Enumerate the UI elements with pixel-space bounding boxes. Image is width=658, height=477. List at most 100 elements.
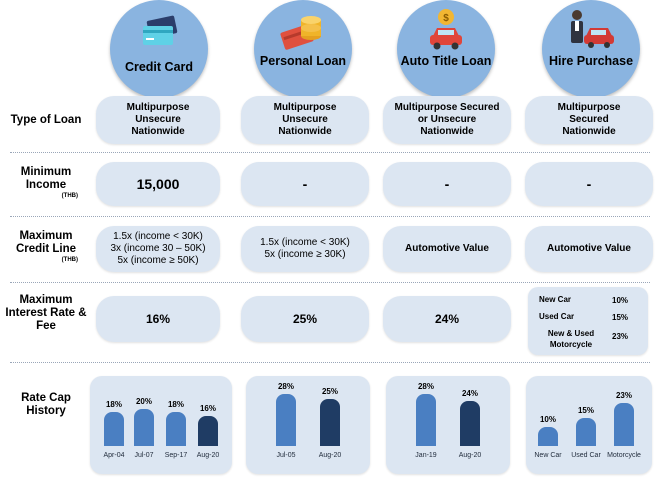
bar: [538, 427, 558, 446]
car-coin-icon: $: [430, 9, 462, 50]
row-label-minimum-income: Minimum Income (THB): [0, 166, 92, 200]
type-cell-auto-title: Multipurpose Secured or Unsecure Nationw…: [383, 96, 511, 144]
cell-text: 24%: [434, 312, 460, 326]
interest-cell-credit-card: 16%: [96, 296, 220, 342]
bar-category-label: Aug-20: [196, 452, 220, 459]
cell-text: 1.5x (income < 30K) 5x (income ≥ 30K): [260, 237, 350, 260]
bar-category-label: Aug-20: [318, 452, 342, 459]
interest-cell-hire-purchase: New Car 10% Used Car 15% New & Used Moto…: [528, 287, 648, 355]
row-label-max-interest: Maximum Interest Rate & Fee: [0, 294, 92, 333]
cell-text: -: [586, 176, 592, 192]
row-divider: [10, 282, 650, 283]
bar-category-label: Jul-05: [276, 452, 296, 459]
row-unit: (THB): [61, 257, 78, 263]
row-label-type-of-loan: Type of Loan: [0, 114, 92, 127]
cell-text: 15,000: [136, 176, 180, 192]
bar: [198, 416, 218, 446]
row-unit: (THB): [61, 193, 78, 199]
bar-category-label: Jan-19: [415, 452, 437, 459]
income-cell-credit-card: 15,000: [96, 162, 220, 206]
credit-card-icon: [143, 15, 178, 45]
cell-text: Automotive Value: [405, 243, 489, 254]
row-label-text: Rate Cap History: [21, 392, 71, 417]
bar-category-label: Used Car: [571, 452, 601, 459]
header-label: Auto Title Loan: [400, 54, 492, 68]
bar-value-label: 10%: [539, 415, 556, 424]
bar-category-label: Apr-04: [103, 452, 125, 459]
bar: [134, 409, 154, 446]
cell-text: Automotive Value: [547, 243, 631, 254]
type-cell-personal-loan: Multipurpose Unsecure Nationwide: [241, 96, 369, 144]
rate-name: Used Car: [539, 312, 575, 321]
credit-line-cell-auto-title: Automotive Value: [383, 226, 511, 272]
rate-value: 23%: [612, 332, 629, 341]
row-label-rate-cap-history: Rate Cap History: [0, 392, 92, 418]
coins-card-icon: [280, 16, 321, 50]
bar-category-label: New Car: [534, 452, 562, 459]
cell-text: Multipurpose Unsecure Nationwide: [273, 102, 337, 137]
cell-text: 25%: [292, 312, 318, 326]
row-label-text: Maximum Credit Line: [15, 230, 77, 255]
bar-value-label: 18%: [167, 400, 184, 409]
bar-value-label: 24%: [461, 389, 478, 398]
bar-value-label: 20%: [135, 397, 152, 406]
bar: [576, 418, 596, 446]
bar-value-label: 15%: [577, 406, 594, 415]
car-person-icon: [571, 10, 614, 48]
row-label-text: Maximum Interest Rate & Fee: [5, 294, 87, 332]
cell-text: -: [302, 176, 308, 192]
row-label-max-credit-line: Maximum Credit Line (THB): [0, 230, 92, 264]
bar-value-label: 28%: [277, 382, 294, 391]
rate-value: 10%: [612, 296, 629, 305]
svg-text:$: $: [443, 13, 449, 24]
bar-value-label: 28%: [417, 382, 434, 391]
rate-name: New Car: [539, 295, 572, 304]
bar-value-label: 18%: [105, 400, 122, 409]
row-label-text: Minimum Income: [20, 166, 72, 191]
bar-category-label: Sep-17: [164, 452, 188, 459]
rate-cap-chart-personal-loan: 28% Jul-05 25% Aug-20: [246, 376, 370, 474]
rate-cap-chart-credit-card: 18% Apr-04 20% Jul-07 18% Sep-17 16% Aug-20: [90, 376, 232, 474]
rate-cap-chart-auto-title: 28% Jan-19 24% Aug-20: [386, 376, 510, 474]
income-cell-personal-loan: -: [241, 162, 369, 206]
bar: [460, 401, 480, 446]
cell-text: Multipurpose Unsecure Nationwide: [126, 102, 190, 137]
header-label: Personal Loan: [259, 54, 347, 68]
cell-text: Multipurpose Secured Nationwide: [557, 102, 621, 137]
cell-text: 16%: [145, 312, 171, 326]
credit-card-header: Credit Card: [110, 0, 208, 98]
row-divider: [10, 362, 650, 363]
rate-name: New & Used Motorcycle: [547, 329, 595, 349]
header-label: Hire Purchase: [548, 54, 634, 68]
bar: [320, 399, 340, 446]
bar: [416, 394, 436, 446]
interest-cell-auto-title: 24%: [383, 296, 511, 342]
row-label-text: Type of Loan: [10, 114, 82, 126]
cell-text: -: [444, 176, 450, 192]
income-cell-hire-purchase: -: [525, 162, 653, 206]
type-cell-hire-purchase: Multipurpose Secured Nationwide: [525, 96, 653, 144]
row-divider: [10, 216, 650, 217]
bar-category-label: Jul-07: [134, 452, 154, 459]
bar-value-label: 23%: [615, 391, 632, 400]
bar-value-label: 16%: [199, 404, 216, 413]
credit-line-cell-hire-purchase: Automotive Value: [525, 226, 653, 272]
cell-text: 1.5x (income < 30K) 3x (income 30 – 50K)…: [110, 231, 206, 266]
credit-line-cell-credit-card: 1.5x (income < 30K) 3x (income 30 – 50K)…: [96, 226, 220, 272]
bar-category-label: Motorcycle: [607, 452, 641, 459]
rate-value: 15%: [612, 313, 629, 322]
cell-text: Multipurpose Secured or Unsecure Nationw…: [394, 102, 500, 137]
bar: [166, 412, 186, 446]
bar-value-label: 25%: [321, 387, 338, 396]
hire-purchase-header: Hire Purchase: [542, 0, 640, 98]
personal-loan-header: Personal Loan: [254, 0, 352, 98]
rate-cap-chart-hire-purchase: 10% New Car 15% Used Car 23% Motorcycle: [526, 376, 652, 474]
row-divider: [10, 152, 650, 153]
bar: [276, 394, 296, 446]
bar: [614, 403, 634, 446]
bar-category-label: Aug-20: [458, 452, 482, 459]
credit-line-cell-personal-loan: 1.5x (income < 30K) 5x (income ≥ 30K): [241, 226, 369, 272]
auto-title-loan-header: $ Auto Title Loan: [397, 0, 495, 98]
interest-cell-personal-loan: 25%: [241, 296, 369, 342]
bar: [104, 412, 124, 446]
